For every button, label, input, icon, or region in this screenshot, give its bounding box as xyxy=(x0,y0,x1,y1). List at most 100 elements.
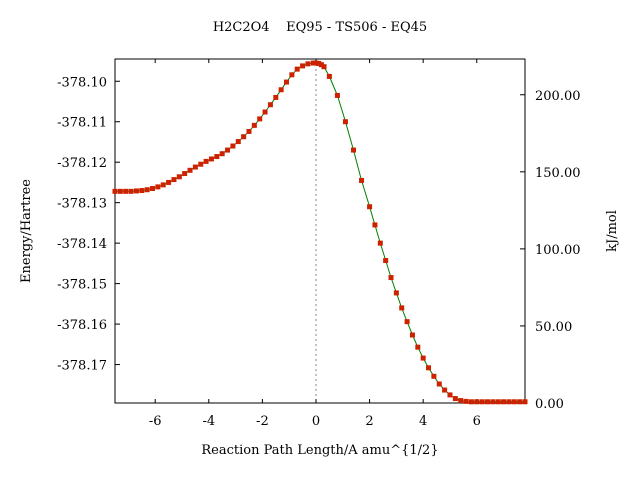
x-tick-label: 2 xyxy=(365,414,373,429)
data-point xyxy=(214,154,220,160)
data-point xyxy=(235,139,241,145)
data-point xyxy=(289,72,295,78)
data-point xyxy=(393,290,399,296)
y-axis-left-ticks: -378.10 -378.11 -378.12 -378.13 -378.14 -378.… xyxy=(57,75,120,374)
data-point xyxy=(506,399,512,405)
data-point xyxy=(171,177,177,183)
data-point xyxy=(262,109,268,115)
data-point xyxy=(490,399,496,405)
data-point xyxy=(511,399,517,405)
y-axis-right-label: kJ/mol xyxy=(605,210,620,252)
data-point xyxy=(273,94,279,100)
y-tick-label: -378.12 xyxy=(57,156,107,171)
x-tick-label: 6 xyxy=(473,414,481,429)
data-point xyxy=(517,399,523,405)
data-point xyxy=(522,399,528,405)
data-point xyxy=(187,167,193,173)
data-point xyxy=(409,332,415,338)
data-point xyxy=(388,275,394,281)
x-tick-label: -6 xyxy=(149,414,162,429)
data-point xyxy=(284,79,290,85)
data-point xyxy=(267,102,273,108)
data-point xyxy=(294,66,300,72)
data-point xyxy=(203,158,209,164)
data-point xyxy=(310,60,316,66)
data-point xyxy=(219,151,225,157)
data-point xyxy=(305,61,311,67)
data-point xyxy=(426,365,432,371)
y-tick-label: -378.17 xyxy=(57,359,107,374)
data-point xyxy=(123,188,129,194)
y2-tick-label: 150.00 xyxy=(535,166,581,181)
data-point xyxy=(117,188,123,194)
data-point xyxy=(404,319,410,325)
data-point xyxy=(383,258,389,264)
data-point xyxy=(479,399,485,405)
data-point xyxy=(495,399,501,405)
data-point xyxy=(128,188,134,194)
data-point xyxy=(225,147,231,153)
y-tick-label: -378.13 xyxy=(57,197,107,212)
data-point xyxy=(474,399,480,405)
chart-title: H2C2O4 EQ95 - TS506 - EQ45 xyxy=(213,20,427,35)
data-point xyxy=(160,182,166,188)
y-tick-label: -378.10 xyxy=(57,75,107,90)
y2-tick-label: 100.00 xyxy=(535,243,581,258)
data-point xyxy=(313,60,319,66)
data-point xyxy=(257,116,263,122)
data-point xyxy=(377,240,383,246)
y-tick-label: -378.14 xyxy=(57,237,107,252)
data-point xyxy=(133,188,139,194)
data-point xyxy=(208,156,214,162)
data-point xyxy=(452,396,458,402)
y-tick-label: -378.11 xyxy=(57,116,107,131)
data-point xyxy=(198,161,204,167)
data-point xyxy=(326,73,332,79)
data-point xyxy=(468,399,474,405)
y2-tick-label: 0.00 xyxy=(535,397,564,412)
y2-tick-label: 50.00 xyxy=(535,320,572,335)
data-point xyxy=(350,147,356,153)
data-point xyxy=(139,188,145,194)
y-tick-label: -378.15 xyxy=(57,278,107,293)
data-point xyxy=(155,184,161,190)
data-point xyxy=(300,63,306,69)
x-tick-label: -4 xyxy=(202,414,215,429)
x-tick-label: 0 xyxy=(312,414,320,429)
y2-tick-label: 200.00 xyxy=(535,89,581,104)
data-point xyxy=(176,174,182,180)
y-tick-label: -378.16 xyxy=(57,318,107,333)
x-tick-label: -2 xyxy=(256,414,269,429)
data-point xyxy=(484,399,490,405)
data-point xyxy=(420,355,426,361)
reaction-path-line xyxy=(115,62,525,403)
plot-area-frame xyxy=(114,58,526,404)
x-axis-label: Reaction Path Length/A amu^{1/2} xyxy=(201,443,438,458)
data-point xyxy=(150,186,156,192)
data-point xyxy=(367,204,373,210)
reaction-path-points xyxy=(112,60,528,405)
x-axis-ticks: -6 -4 -2 0 2 4 6 xyxy=(149,59,481,429)
data-point xyxy=(431,373,437,379)
data-point xyxy=(463,398,469,404)
data-point xyxy=(342,119,348,125)
y-axis-left-label: Energy/Hartree xyxy=(19,179,34,283)
data-point xyxy=(436,381,442,387)
data-point xyxy=(112,188,118,194)
data-point xyxy=(447,392,453,398)
data-point xyxy=(182,171,188,177)
data-point xyxy=(246,128,252,134)
data-point xyxy=(144,187,150,193)
data-point xyxy=(192,164,198,170)
data-point xyxy=(359,177,365,183)
data-point xyxy=(230,143,236,149)
data-point xyxy=(334,92,340,98)
data-point xyxy=(321,64,327,70)
data-point xyxy=(318,62,324,68)
x-tick-label: 4 xyxy=(419,414,427,429)
data-point xyxy=(372,222,378,228)
data-point xyxy=(399,305,405,311)
data-point xyxy=(415,344,421,350)
data-point xyxy=(166,179,172,185)
